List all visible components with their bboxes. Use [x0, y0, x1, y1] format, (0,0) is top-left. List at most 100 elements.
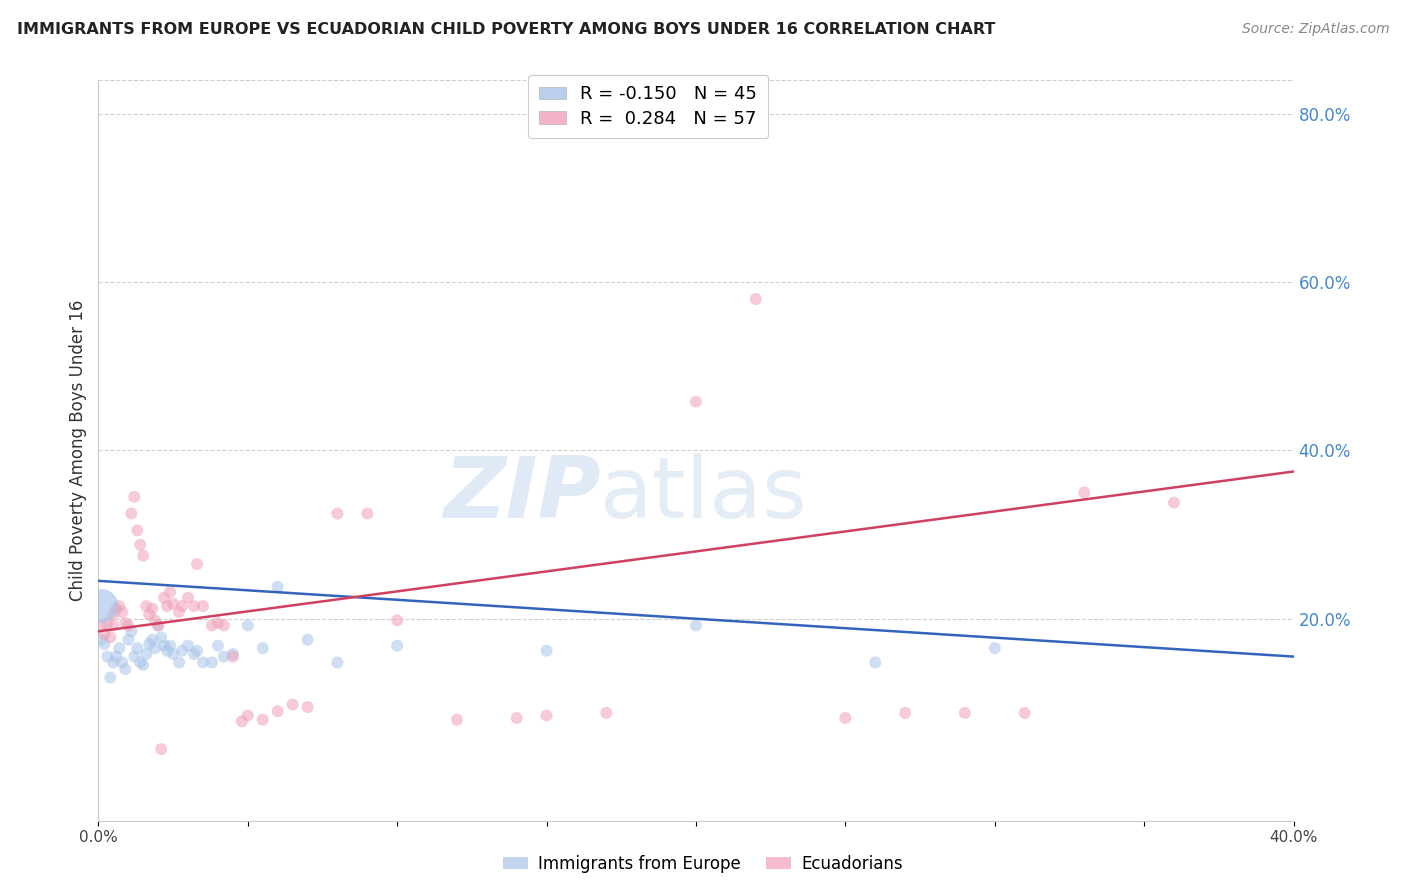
Point: [446, 713, 468, 727]
Point: [172, 599, 194, 613]
Point: [159, 584, 181, 599]
Point: [236, 618, 259, 632]
Point: [536, 708, 558, 723]
Point: [297, 700, 319, 714]
Point: [143, 614, 166, 628]
Point: [120, 624, 142, 639]
Point: [93, 637, 115, 651]
Point: [385, 639, 409, 653]
Point: [212, 649, 235, 664]
Point: [135, 599, 157, 613]
Point: [267, 704, 290, 718]
Point: [141, 632, 163, 647]
Point: [111, 656, 134, 670]
Point: [132, 658, 155, 673]
Point: [222, 649, 245, 664]
Point: [108, 599, 131, 613]
Text: atlas: atlas: [600, 453, 808, 536]
Legend: R = -0.150   N = 45, R =  0.284   N = 57: R = -0.150 N = 45, R = 0.284 N = 57: [529, 75, 768, 138]
Point: [98, 671, 122, 685]
Point: [207, 639, 229, 653]
Point: [685, 394, 707, 409]
Point: [103, 607, 125, 622]
Point: [834, 711, 856, 725]
Point: [506, 711, 529, 725]
Point: [111, 605, 134, 619]
Point: [135, 647, 157, 661]
Point: [120, 507, 142, 521]
Point: [356, 507, 378, 521]
Point: [536, 643, 558, 657]
Point: [114, 662, 136, 676]
Point: [127, 641, 149, 656]
Point: [129, 656, 152, 670]
Point: [984, 641, 1007, 656]
Point: [167, 656, 190, 670]
Point: [156, 643, 179, 657]
Point: [953, 706, 976, 720]
Y-axis label: Child Poverty Among Boys Under 16: Child Poverty Among Boys Under 16: [69, 300, 87, 601]
Point: [167, 605, 190, 619]
Point: [183, 647, 205, 661]
Point: [281, 698, 304, 712]
Point: [186, 643, 208, 657]
Text: Source: ZipAtlas.com: Source: ZipAtlas.com: [1241, 22, 1389, 37]
Point: [103, 656, 125, 670]
Point: [114, 615, 136, 630]
Legend: Immigrants from Europe, Ecuadorians: Immigrants from Europe, Ecuadorians: [496, 848, 910, 880]
Point: [108, 641, 131, 656]
Point: [326, 507, 349, 521]
Point: [162, 597, 184, 611]
Point: [385, 614, 409, 628]
Point: [127, 524, 149, 538]
Point: [90, 599, 112, 613]
Point: [201, 618, 224, 632]
Point: [252, 641, 274, 656]
Point: [124, 649, 146, 664]
Point: [894, 706, 917, 720]
Point: [162, 647, 184, 661]
Point: [745, 292, 768, 306]
Point: [267, 580, 290, 594]
Point: [252, 713, 274, 727]
Point: [297, 632, 319, 647]
Text: IMMIGRANTS FROM EUROPE VS ECUADORIAN CHILD POVERTY AMONG BOYS UNDER 16 CORRELATI: IMMIGRANTS FROM EUROPE VS ECUADORIAN CHI…: [17, 22, 995, 37]
Point: [150, 630, 173, 644]
Point: [96, 649, 118, 664]
Point: [153, 639, 176, 653]
Point: [105, 601, 128, 615]
Point: [156, 599, 179, 613]
Point: [177, 639, 200, 653]
Point: [148, 618, 170, 632]
Point: [212, 618, 235, 632]
Point: [96, 615, 118, 630]
Point: [117, 632, 139, 647]
Point: [222, 647, 245, 661]
Point: [685, 618, 707, 632]
Point: [191, 656, 214, 670]
Point: [124, 490, 146, 504]
Point: [90, 618, 112, 632]
Point: [207, 615, 229, 630]
Point: [138, 637, 160, 651]
Point: [138, 607, 160, 622]
Point: [172, 643, 194, 657]
Point: [183, 599, 205, 613]
Point: [326, 656, 349, 670]
Point: [98, 630, 122, 644]
Point: [143, 641, 166, 656]
Point: [105, 649, 128, 664]
Point: [236, 708, 259, 723]
Point: [141, 601, 163, 615]
Point: [595, 706, 617, 720]
Text: ZIP: ZIP: [443, 453, 600, 536]
Point: [201, 656, 224, 670]
Point: [150, 742, 173, 756]
Point: [1014, 706, 1036, 720]
Point: [1163, 495, 1185, 509]
Point: [117, 618, 139, 632]
Point: [159, 639, 181, 653]
Point: [1073, 485, 1095, 500]
Point: [865, 656, 887, 670]
Point: [93, 627, 115, 641]
